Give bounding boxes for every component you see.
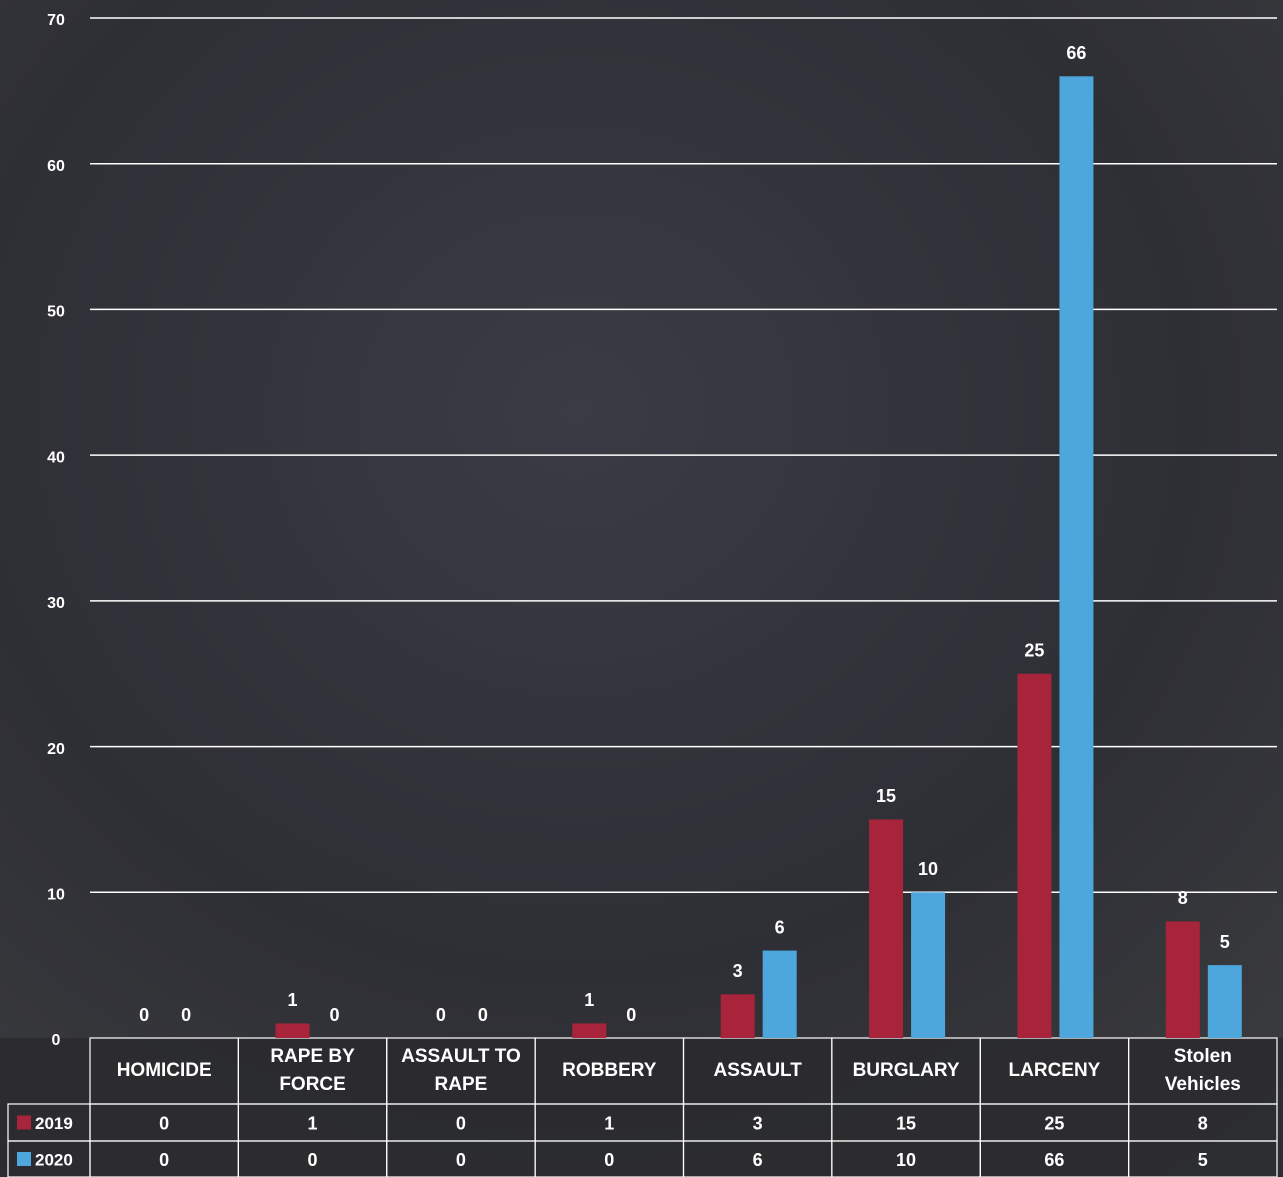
data-label: 6	[775, 917, 785, 937]
data-label: 0	[626, 1005, 636, 1025]
bar	[1017, 673, 1052, 1038]
data-label: 1	[288, 990, 298, 1010]
data-label: 15	[876, 786, 896, 806]
data-label: 0	[478, 1005, 488, 1025]
table-value: 1	[604, 1113, 614, 1133]
x-tick-label: LARCENY	[1009, 1060, 1101, 1081]
data-label: 0	[436, 1005, 446, 1025]
table-background	[0, 1038, 1283, 1177]
data-label: 10	[918, 859, 938, 879]
data-label: 1	[584, 990, 594, 1010]
legend-label: 2020	[35, 1150, 73, 1169]
table-value: 25	[1044, 1113, 1064, 1133]
bar	[720, 994, 755, 1038]
legend-swatch	[17, 1152, 31, 1166]
bar	[275, 1023, 310, 1038]
table-cell	[7, 1140, 91, 1177]
table-value: 0	[159, 1150, 169, 1170]
table-value: 8	[1198, 1113, 1208, 1133]
y-tick-label: 20	[47, 741, 65, 758]
data-label: 66	[1066, 43, 1086, 63]
bar	[1207, 965, 1242, 1038]
y-tick-label: 30	[47, 595, 65, 612]
y-tick-label: 0	[52, 1032, 61, 1049]
bar	[572, 1023, 607, 1038]
data-label: 0	[181, 1005, 191, 1025]
x-tick-label: ASSAULT	[714, 1060, 803, 1081]
data-label: 0	[139, 1005, 149, 1025]
x-tick-label: RAPE BY FORCE	[270, 1046, 355, 1095]
table-cell	[1128, 1140, 1278, 1177]
table-value: 0	[159, 1113, 169, 1133]
data-label: 25	[1024, 640, 1044, 660]
table-value: 10	[896, 1150, 916, 1170]
x-tick-label: BURGLARY	[853, 1060, 960, 1081]
bar	[869, 819, 904, 1038]
table-value: 0	[456, 1113, 466, 1133]
bar	[762, 950, 797, 1038]
table-value: 15	[896, 1113, 916, 1133]
data-label: 0	[330, 1005, 340, 1025]
y-tick-label: 40	[47, 449, 65, 466]
legend-swatch	[17, 1115, 31, 1130]
table-value: 1	[308, 1113, 318, 1133]
y-tick-label: 50	[47, 304, 65, 321]
table-value: 3	[753, 1113, 763, 1133]
table-value: 0	[456, 1150, 466, 1170]
bar	[1165, 921, 1200, 1038]
bar	[911, 892, 946, 1038]
data-label: 5	[1220, 932, 1230, 952]
x-tick-label: ASSAULT TO RAPE	[401, 1046, 521, 1095]
y-tick-label: 70	[47, 12, 65, 29]
data-label: 8	[1178, 888, 1188, 908]
bar	[1059, 76, 1094, 1039]
y-tick-label: 10	[47, 887, 65, 904]
legend-label: 2019	[35, 1114, 73, 1133]
y-tick-label: 60	[47, 158, 65, 175]
table-value: 0	[604, 1150, 614, 1170]
x-tick-label: ROBBERY	[562, 1060, 657, 1081]
table-value: 6	[753, 1150, 763, 1170]
x-tick-label: HOMICIDE	[117, 1060, 212, 1081]
table-value: 0	[308, 1150, 318, 1170]
table-value: 5	[1198, 1150, 1208, 1170]
data-label: 3	[733, 961, 743, 981]
x-tick-label: Stolen Vehicles	[1165, 1046, 1241, 1095]
table-value: 66	[1044, 1150, 1064, 1170]
